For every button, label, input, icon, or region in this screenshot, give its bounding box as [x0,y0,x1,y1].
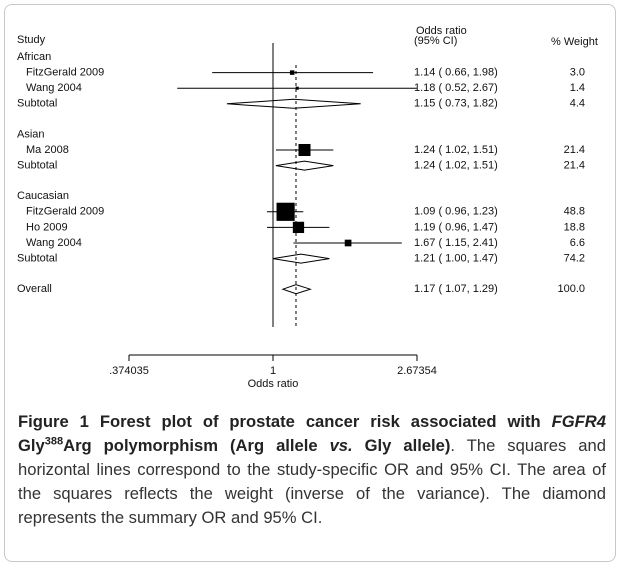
caption-run: 388 [44,435,64,448]
figure-caption: Figure 1 Forest plot of prostate cancer … [18,410,606,530]
caption-run: Arg polymorphism (Arg allele [63,436,330,455]
study-square [289,70,295,75]
study-square [298,143,311,157]
caption-run: Gly allele) [352,436,451,455]
study-square [344,239,352,247]
ci-label: 1.15 ( 0.73, 1.82) [414,98,498,110]
row-label: Overall [17,283,52,295]
x-tick-label: .374035 [109,365,149,377]
weight-label: 3.0 [570,67,585,79]
caption-run: FGFR4 [551,412,606,431]
ci-label: 1.67 ( 1.15, 2.41) [414,237,498,249]
or-header: Odds ratio [416,25,467,37]
x-tick-label: 1 [270,365,276,377]
row-label: African [17,51,51,63]
row-label: FitzGerald 2009 [26,206,104,218]
row-label: Asian [17,128,45,140]
row-label: Wang 2004 [26,82,82,94]
weight-label: 6.6 [570,237,585,249]
caption-run: . The squares and horizontal lines corre… [18,436,606,527]
study-square [292,221,305,234]
study-header: Study [17,34,46,46]
weight-label: 21.4 [564,144,585,156]
weight-label: 1.4 [570,82,585,94]
weight-label: 21.4 [564,160,585,172]
study-square [276,202,295,221]
forest-plot: Study Odds ratio (95% CI) % Weight Odds … [17,25,598,390]
ci-label: 1.09 ( 0.96, 1.23) [414,206,498,218]
row-label: Ho 2009 [26,221,68,233]
weight-label: 74.2 [564,253,585,265]
ci-label: 1.18 ( 0.52, 2.67) [414,82,498,94]
row-label: Wang 2004 [26,237,82,249]
caption-run: vs. [329,436,353,455]
ci-label: 1.17 ( 1.07, 1.29) [414,283,498,295]
ci-label: 1.19 ( 0.96, 1.47) [414,221,498,233]
caption-run: Gly [18,436,45,455]
ci-label: 1.14 ( 0.66, 1.98) [414,67,498,79]
row-label: Subtotal [17,98,57,110]
summary-diamond [226,98,361,109]
x-axis-label: Odds ratio [248,378,299,390]
row-label: FitzGerald 2009 [26,67,104,79]
x-tick-label: 2.67354 [397,365,437,377]
ci-header: (95% CI) [414,35,457,47]
summary-diamond [281,284,312,295]
ci-label: 1.21 ( 1.00, 1.47) [414,253,498,265]
summary-diamond [275,160,334,171]
summary-diamond [272,253,330,264]
study-square [295,86,299,90]
weight-label: 4.4 [570,98,585,110]
row-label: Subtotal [17,253,57,265]
weight-header: % Weight [551,36,598,48]
figure-frame [4,4,616,562]
row-label: Ma 2008 [26,144,69,156]
ci-label: 1.24 ( 1.02, 1.51) [414,144,498,156]
weight-label: 48.8 [564,206,585,218]
caption-run: Figure 1 Forest plot of prostate cancer … [18,412,552,431]
ci-label: 1.24 ( 1.02, 1.51) [414,160,498,172]
row-label: Caucasian [17,190,69,202]
weight-label: 18.8 [564,221,585,233]
row-label: Subtotal [17,160,57,172]
weight-label: 100.0 [557,283,585,295]
